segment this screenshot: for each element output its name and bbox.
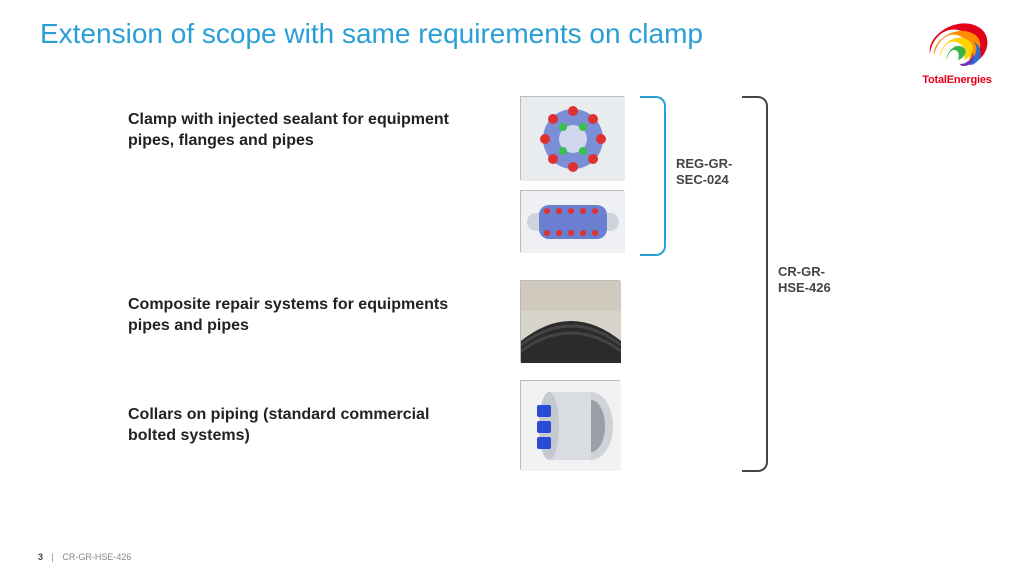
item-3-text: Collars on piping (standard commercial b… (128, 405, 458, 447)
image-clamp-pipe (520, 190, 624, 252)
item-1-text: Clamp with injected sealant for equipmen… (128, 110, 458, 152)
page-number: 3 (38, 552, 43, 562)
footer-separator: | (52, 552, 54, 562)
brand-name: TotalEnergies (920, 74, 994, 86)
slide: Extension of scope with same requirement… (0, 0, 1024, 576)
item-2-text: Composite repair systems for equipments … (128, 295, 458, 337)
image-clamp-flange (520, 96, 624, 180)
image-pipe-collar (520, 380, 620, 470)
brand-logo: TotalEnergies (920, 18, 994, 86)
footer-ref: CR-GR-HSE-426 (62, 552, 131, 562)
image-composite-wrap (520, 280, 620, 362)
slide-title: Extension of scope with same requirement… (40, 18, 703, 50)
bracket-outer-label: CR-GR-HSE-426 (778, 264, 848, 297)
slide-footer: 3 | CR-GR-HSE-426 (38, 552, 131, 562)
bracket-inner-label: REG-GR-SEC-024 (676, 156, 746, 189)
bracket-inner (640, 96, 666, 256)
bracket-outer (742, 96, 768, 472)
totalenergies-logo-icon (920, 18, 994, 70)
